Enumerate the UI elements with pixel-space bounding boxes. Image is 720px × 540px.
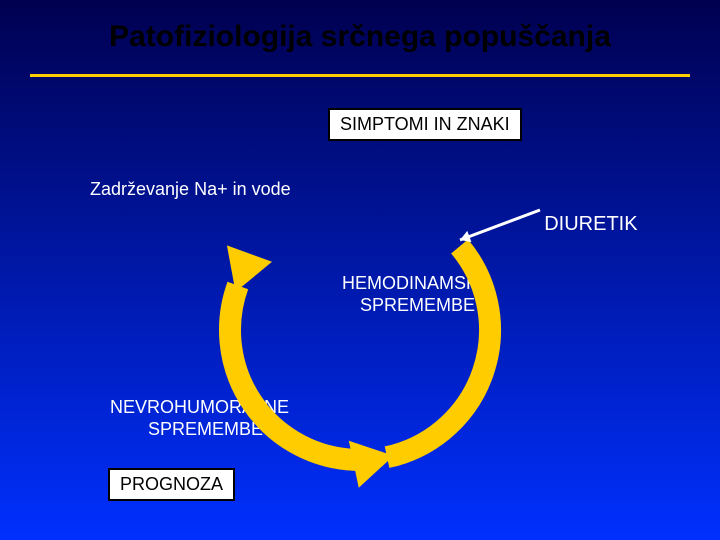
box-prognoza-label: PROGNOZA [120,474,223,494]
label-nevrohumoralne-2: SPREMEMBE [128,398,263,461]
label-diuretik-text: DIURETIK [544,213,637,235]
label-retention-text: Zadrževanje Na+ in vode [90,179,291,199]
title-text: Patofiziologija srčnega popuščanja [109,20,611,53]
label-retention: Zadrževanje Na+ in vode [70,158,291,221]
title-underline [30,74,690,77]
box-simptomi-znaki: SIMPTOMI IN ZNAKI [328,108,522,141]
label-hemo-line2: SPREMEMBE [360,295,475,315]
label-neuro-line2: SPREMEMBE [148,419,263,439]
box-simptomi-label: SIMPTOMI IN ZNAKI [340,114,510,134]
label-hemodinamske-2: SPREMEMBE [340,274,475,337]
slide: Patofiziologija srčnega popuščanja SIMPT… [0,0,720,540]
label-diuretik: DIURETIK [522,190,638,259]
slide-title: Patofiziologija srčnega popuščanja [0,20,720,54]
box-prognoza: PROGNOZA [108,468,235,501]
